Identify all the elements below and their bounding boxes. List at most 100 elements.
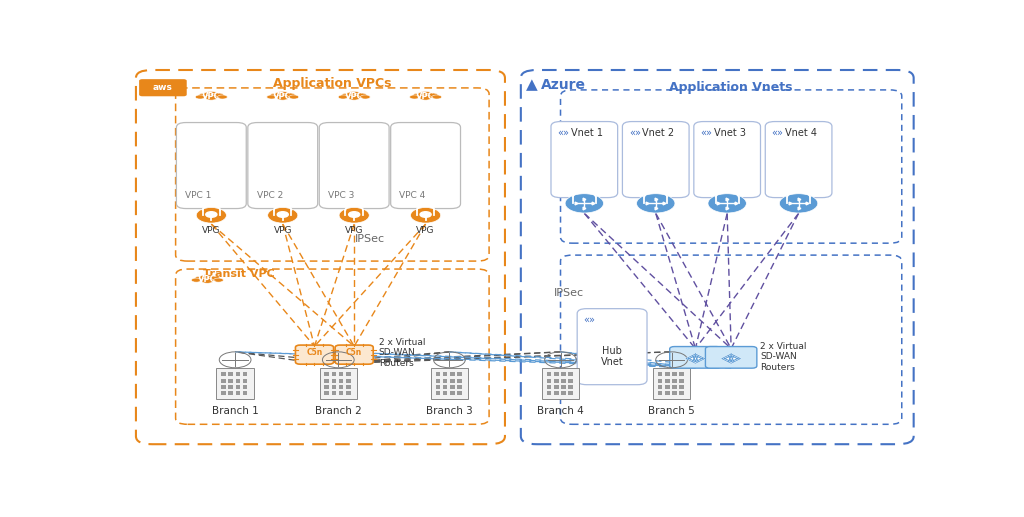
Ellipse shape <box>353 93 367 98</box>
Circle shape <box>348 212 359 217</box>
Ellipse shape <box>201 278 214 283</box>
Ellipse shape <box>411 207 440 223</box>
Ellipse shape <box>420 95 432 100</box>
Bar <box>435 378 440 383</box>
Text: 2 x Virtual
SD-WAN
Routers: 2 x Virtual SD-WAN Routers <box>379 338 425 368</box>
Ellipse shape <box>348 95 360 100</box>
Bar <box>435 372 440 376</box>
FancyBboxPatch shape <box>176 123 246 208</box>
Bar <box>325 385 329 389</box>
Text: VPC 1: VPC 1 <box>185 191 212 200</box>
Bar <box>228 378 233 383</box>
Text: VPC 4: VPC 4 <box>399 191 426 200</box>
Ellipse shape <box>207 276 220 282</box>
Text: «»: «» <box>557 128 569 138</box>
Circle shape <box>420 212 431 217</box>
Circle shape <box>206 212 217 217</box>
Ellipse shape <box>197 207 226 223</box>
Text: Application Vnets: Application Vnets <box>670 81 793 94</box>
Bar <box>679 391 684 395</box>
Text: «»: «» <box>584 315 595 325</box>
Bar <box>561 372 565 376</box>
Bar <box>236 378 241 383</box>
Ellipse shape <box>339 207 370 223</box>
Bar <box>339 391 343 395</box>
Text: Vnet 2: Vnet 2 <box>642 128 675 138</box>
Ellipse shape <box>211 93 224 98</box>
Bar <box>561 378 565 383</box>
Bar <box>450 378 455 383</box>
Bar <box>547 391 551 395</box>
FancyBboxPatch shape <box>216 368 254 399</box>
Bar <box>679 372 684 376</box>
Bar <box>325 391 329 395</box>
Ellipse shape <box>779 194 818 213</box>
Ellipse shape <box>200 275 215 281</box>
Bar <box>236 391 241 395</box>
Bar <box>325 372 329 376</box>
Bar <box>243 391 248 395</box>
Bar <box>442 385 447 389</box>
Bar <box>657 372 663 376</box>
Ellipse shape <box>191 278 201 282</box>
FancyBboxPatch shape <box>248 123 317 208</box>
Ellipse shape <box>708 194 746 213</box>
FancyBboxPatch shape <box>578 309 647 385</box>
Bar <box>665 391 670 395</box>
Bar <box>332 372 336 376</box>
Text: ▲: ▲ <box>526 77 539 92</box>
Bar <box>457 378 462 383</box>
Bar <box>457 385 462 389</box>
Circle shape <box>278 212 289 217</box>
Ellipse shape <box>204 92 219 98</box>
Ellipse shape <box>338 95 348 99</box>
FancyBboxPatch shape <box>551 121 617 197</box>
FancyBboxPatch shape <box>706 346 757 368</box>
Ellipse shape <box>410 95 420 99</box>
Bar <box>561 385 565 389</box>
Text: VPC: VPC <box>202 92 221 101</box>
Text: IPSec: IPSec <box>553 288 584 298</box>
Bar <box>672 391 677 395</box>
Ellipse shape <box>217 95 227 99</box>
Bar <box>325 378 329 383</box>
Bar <box>554 378 558 383</box>
Text: «»: «» <box>700 128 712 138</box>
Ellipse shape <box>283 93 296 98</box>
Text: IPSec: IPSec <box>355 234 385 244</box>
Ellipse shape <box>199 93 212 98</box>
Text: «»: «» <box>629 128 641 138</box>
Bar <box>442 378 447 383</box>
Bar <box>450 385 455 389</box>
Ellipse shape <box>418 92 433 98</box>
Bar <box>450 372 455 376</box>
Text: VPC: VPC <box>198 276 217 284</box>
Ellipse shape <box>267 95 276 99</box>
FancyBboxPatch shape <box>653 368 690 399</box>
Bar <box>679 378 684 383</box>
Bar <box>679 385 684 389</box>
Bar <box>243 385 248 389</box>
Text: Branch 2: Branch 2 <box>315 406 361 416</box>
Bar <box>346 378 350 383</box>
Bar <box>236 385 241 389</box>
Bar <box>547 372 551 376</box>
Bar <box>568 391 572 395</box>
FancyBboxPatch shape <box>431 368 468 399</box>
Bar <box>228 372 233 376</box>
FancyBboxPatch shape <box>296 345 334 364</box>
Bar <box>568 385 572 389</box>
Bar <box>346 372 350 376</box>
Bar <box>547 378 551 383</box>
Bar <box>568 378 572 383</box>
Bar <box>332 378 336 383</box>
Ellipse shape <box>195 276 208 282</box>
Bar <box>672 378 677 383</box>
Bar <box>435 385 440 389</box>
Text: VPC: VPC <box>416 92 435 101</box>
Text: «»: «» <box>772 128 783 138</box>
Bar <box>221 385 226 389</box>
Bar <box>442 391 447 395</box>
Bar <box>554 391 558 395</box>
Text: C5n: C5n <box>306 348 323 357</box>
